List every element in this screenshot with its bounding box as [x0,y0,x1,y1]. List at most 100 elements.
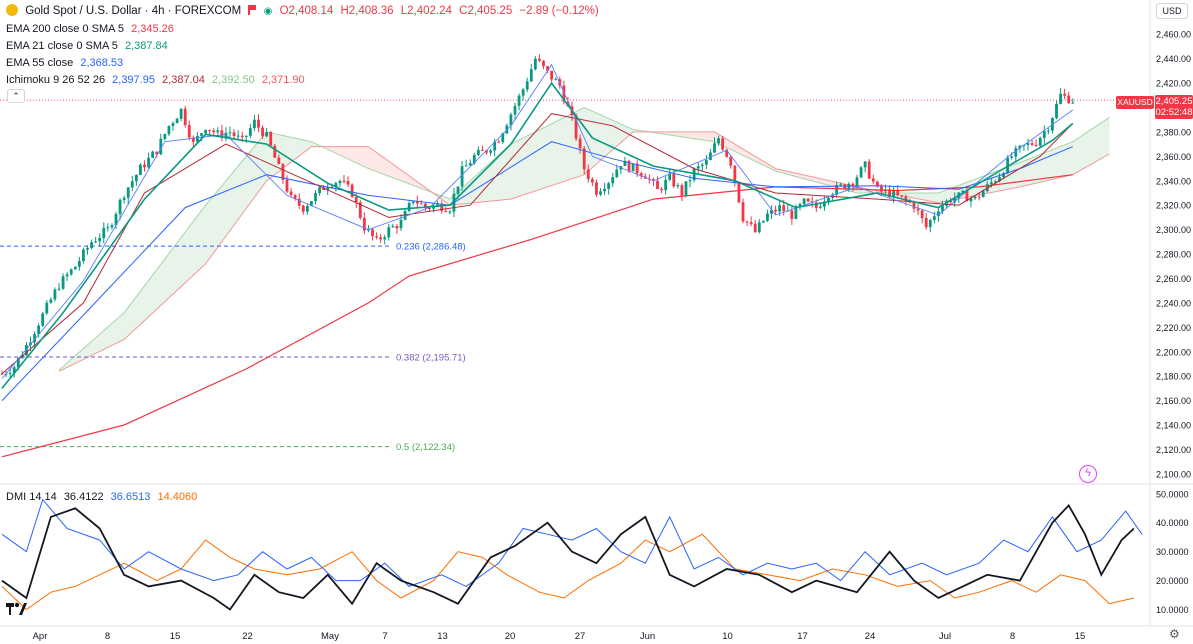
candlestick-series[interactable] [0,54,1075,378]
candle-body [493,141,497,151]
candle-body [790,210,794,219]
candle [273,143,277,158]
candle-body [920,210,924,218]
currency-selector[interactable]: USD [1156,3,1188,19]
candle [53,287,57,302]
candle [863,160,867,173]
candle-body [0,373,4,375]
symbol-legend[interactable]: Gold Spot / U.S. Dollar · 4h · FOREXCOM … [6,4,603,17]
price-tick-label: 2,300.00 [1156,225,1191,235]
candle-body [521,89,525,96]
candle-body [998,177,1001,182]
price-tick-label: 2,420.00 [1156,79,1191,89]
candle-body [696,166,700,169]
candle [770,205,773,219]
senkou-span-a-line [58,106,1110,371]
candle [122,195,126,204]
price-tick-label: 2,460.00 [1156,30,1191,40]
candle [163,133,167,141]
candle [155,151,159,158]
candle-body [652,179,655,181]
candle [631,163,635,172]
candle-body [216,130,220,133]
candle [668,168,672,182]
candle-body [49,299,53,303]
candle-body [880,186,883,192]
candle [827,196,830,206]
tradingview-logo[interactable] [6,601,28,617]
candle [69,268,73,276]
candle-body [12,367,16,373]
candle-body [546,66,549,71]
indicator-legend-ichimoku[interactable]: Ichimoku 9 26 52 26 2,397.95 2,387.04 2,… [6,74,309,86]
candle-body [1059,93,1062,104]
candle [1046,128,1050,135]
candle-body [761,220,765,223]
candle-body [904,196,908,201]
candle [489,148,492,156]
candle [1002,171,1005,179]
candle [476,146,480,156]
candle [98,233,102,247]
candle [652,177,655,187]
indicator-value: 2,368.53 [80,57,124,69]
candle-body [635,163,639,174]
candle [859,166,863,179]
candle-body [159,138,163,155]
candle-body [700,164,704,167]
candle [599,188,602,196]
candle-body [248,128,252,136]
price-tick-label: 2,240.00 [1156,298,1191,308]
time-tick-label: 8 [1010,631,1015,642]
candle-body [110,225,114,228]
dmi-tick-label: 20.0000 [1156,576,1189,586]
candle [407,200,411,213]
candle-body [460,166,464,187]
candle [680,183,684,202]
candle [338,179,342,187]
candle-body [326,186,330,190]
candle [342,175,346,184]
candle-body [892,190,896,197]
candle-body [293,195,297,199]
candle-body [497,141,501,143]
candle [383,234,387,245]
candle-body [562,85,566,102]
candle-body [603,188,606,192]
candle-body [627,160,631,172]
flag-icon[interactable] [248,5,257,15]
candle [806,197,810,203]
candle-body [704,160,708,165]
candle-body [1034,144,1038,146]
candle-body [151,151,155,158]
candle-body [1038,137,1042,146]
candle [578,134,582,154]
candle [139,163,142,176]
flash-icon[interactable]: ϟ [1079,465,1097,483]
candle-body [297,198,301,206]
candle [538,54,541,63]
candle-body [322,187,326,190]
candle [171,121,175,131]
candle-body [407,203,411,212]
candle [774,205,777,216]
candle [802,198,806,206]
candle [134,174,138,187]
candle-body [1030,143,1034,145]
dmi-legend[interactable]: DMI 14 14 36.4122 36.6513 14.4060 [6,491,201,503]
candle-body [509,114,513,126]
indicator-legend-ema200[interactable]: EMA 200 close 0 SMA 5 2,345.26 [6,23,178,35]
indicator-label: EMA 200 close 0 SMA 5 [6,23,125,35]
candle-body [253,119,256,129]
candle-body [485,150,488,153]
candle-body [855,177,859,186]
indicator-legend-ema55[interactable]: EMA 55 close 2,368.53 [6,57,127,69]
collapse-legend-button[interactable]: ⌃ [7,89,25,103]
candle-body [489,150,492,153]
indicator-legend-ema21[interactable]: EMA 21 close 0 SMA 5 2,387.84 [6,40,172,52]
candle [700,162,704,172]
candle-body [867,161,871,179]
gear-icon[interactable]: ⚙ [1169,627,1180,641]
